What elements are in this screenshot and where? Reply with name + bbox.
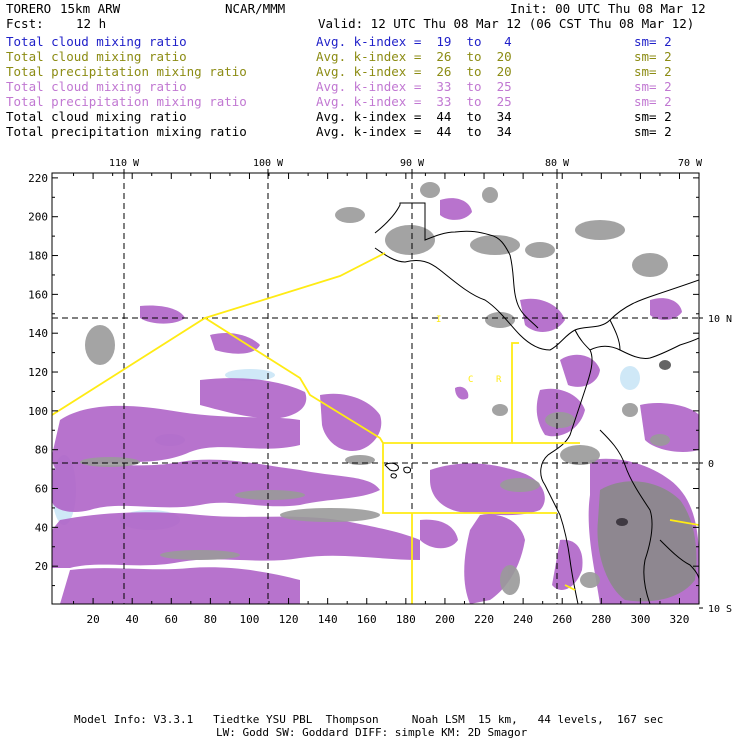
cloud-areas: [80, 182, 697, 602]
x-tick-label: 200: [435, 613, 455, 626]
y-tick-label: 220: [28, 172, 48, 185]
x-tick-label: 300: [630, 613, 650, 626]
legend-field: Total cloud mixing ratio: [6, 109, 187, 124]
geo-labels: 110 W 100 W 90 W 80 W 70 W 10 N 0 10 S: [109, 158, 732, 615]
longitude-label: 70 W: [678, 158, 703, 169]
x-tick-label: 260: [552, 613, 572, 626]
legend-row: Total cloud mixing ratio Avg. k-index = 3…: [6, 79, 736, 94]
x-tick-label: 320: [670, 613, 690, 626]
boundary-lines: [52, 252, 699, 604]
model-info-line: Model Info: V3.3.1 Tiedtke YSU PBL Thomp…: [74, 713, 664, 726]
y-tick-label: 160: [28, 288, 48, 301]
x-tick-label: 280: [591, 613, 611, 626]
x-tick-label: 160: [357, 613, 377, 626]
map-letter-label: R: [496, 375, 502, 385]
y-tick-label: 100: [28, 405, 48, 418]
legend-row: Total precipitation mixing ratio Avg. k-i…: [6, 124, 736, 139]
longitude-label: 110 W: [109, 158, 140, 169]
plot-frame: [51, 172, 700, 605]
x-tick-label: 240: [513, 613, 533, 626]
legend-row: Total precipitation mixing ratio Avg. k-i…: [6, 94, 736, 109]
latitude-label: 10 S: [708, 604, 732, 615]
physics-info-line: LW: Godd SW: Goddard DIFF: simple KM: 2D…: [216, 726, 528, 739]
y-tick-label: 80: [35, 444, 48, 457]
lat-lon-grid: [52, 173, 699, 604]
latitude-label: 10 N: [708, 314, 732, 325]
latitude-label: 0: [708, 459, 714, 470]
y-tick-label: 140: [28, 327, 48, 340]
legend-field: Total cloud mixing ratio: [6, 34, 187, 49]
y-tick-label: 40: [35, 521, 48, 534]
y-tick-label: 200: [28, 211, 48, 224]
legend-smoothing: sm= 2: [634, 64, 672, 79]
legend-kindex: Avg. k-index = 44 to 34: [316, 109, 512, 124]
valid-time: Valid: 12 UTC Thu 08 Mar 12 (06 CST Thu …: [318, 16, 695, 31]
y-tick-label: 60: [35, 483, 48, 496]
x-tick-label: 100: [240, 613, 260, 626]
legend-row: Total cloud mixing ratio Avg. k-index = 4…: [6, 109, 736, 124]
field-layer: [52, 182, 699, 604]
legend-field: Total cloud mixing ratio: [6, 79, 187, 94]
model-name: TORERO: [6, 1, 52, 16]
model-resolution: 15km ARW: [60, 1, 121, 16]
axis-tick-labels: 20 40 60 80 100 120 140 160 180 200 220 240 260 280 30…: [28, 172, 689, 626]
legend-smoothing: sm= 2: [634, 109, 672, 124]
legend-smoothing: sm= 2: [634, 79, 672, 94]
map-letter-label: I: [436, 315, 441, 325]
legend-smoothing: sm= 2: [634, 94, 672, 109]
legend-smoothing: sm= 2: [634, 34, 672, 49]
coastlines: [374, 202, 699, 604]
map-letter-label: C: [468, 375, 473, 385]
legend-field: Total precipitation mixing ratio: [6, 64, 247, 79]
x-tick-label: 80: [204, 613, 217, 626]
x-tick-label: 40: [126, 613, 139, 626]
longitude-label: 80 W: [545, 158, 570, 169]
x-tick-label: 180: [396, 613, 416, 626]
legend-kindex: Avg. k-index = 19 to 4: [316, 34, 512, 49]
x-tick-label: 140: [318, 613, 338, 626]
model-center: NCAR/MMM: [225, 1, 286, 16]
legend-kindex: Avg. k-index = 44 to 34: [316, 124, 512, 139]
legend-field: Total precipitation mixing ratio: [6, 124, 247, 139]
legend-row: Total cloud mixing ratio Avg. k-index = 1…: [6, 34, 736, 49]
legend-smoothing: sm= 2: [634, 124, 672, 139]
x-tick-label: 60: [165, 613, 178, 626]
x-tick-label: 20: [86, 613, 99, 626]
legend-smoothing: sm= 2: [634, 49, 672, 64]
forecast-hour: 12 h: [76, 16, 107, 31]
y-tick-label: 20: [35, 560, 48, 573]
legend-field: Total cloud mixing ratio: [6, 49, 187, 64]
legend-kindex: Avg. k-index = 26 to 20: [316, 49, 512, 64]
forecast-label: Fcst:: [6, 16, 44, 31]
x-tick-label: 120: [279, 613, 299, 626]
legend-row: Total precipitation mixing ratio Avg. k-i…: [6, 64, 736, 79]
x-tick-label: 220: [474, 613, 494, 626]
y-tick-label: 120: [28, 366, 48, 379]
legend-kindex: Avg. k-index = 26 to 20: [316, 64, 512, 79]
longitude-label: 90 W: [400, 158, 425, 169]
legend-kindex: Avg. k-index = 33 to 25: [316, 94, 512, 109]
map-letter-labels: I C R: [436, 315, 502, 385]
longitude-label: 100 W: [253, 158, 284, 169]
legend-field: Total precipitation mixing ratio: [6, 94, 247, 109]
y-tick-label: 180: [28, 250, 48, 263]
legend-kindex: Avg. k-index = 33 to 25: [316, 79, 512, 94]
axis-ticks: [52, 169, 703, 609]
legend-row: Total cloud mixing ratio Avg. k-index = 2…: [6, 49, 736, 64]
init-time: Init: 00 UTC Thu 08 Mar 12: [510, 1, 706, 16]
